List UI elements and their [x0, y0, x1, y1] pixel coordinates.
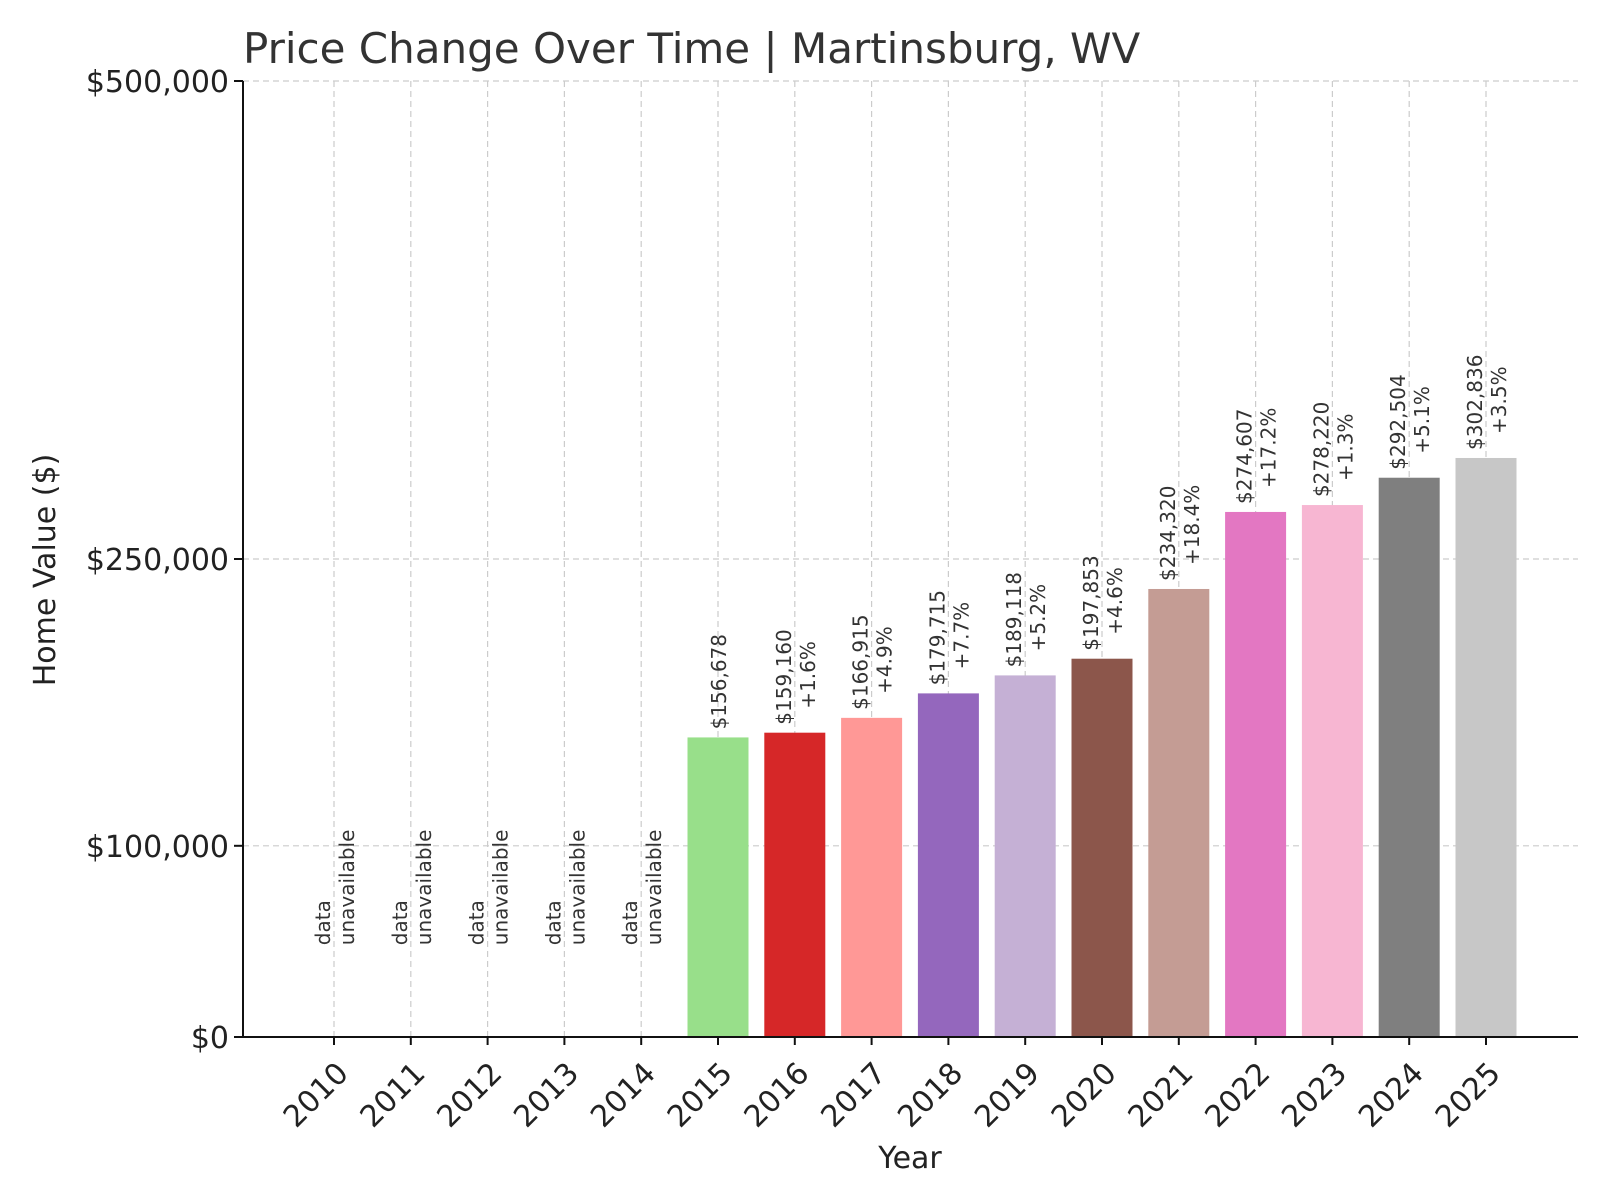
x-axis-title: Year [877, 1141, 942, 1176]
missing-data-label: data [541, 900, 565, 945]
x-tick-label: 2010 [277, 1056, 356, 1135]
value-label: $292,504 [1386, 374, 1410, 469]
bar [1225, 511, 1287, 1037]
x-tick-labels: 2010201120122013201420152016201720182019… [277, 1037, 1508, 1135]
x-tick-label: 2011 [354, 1056, 433, 1135]
missing-data-label: data [465, 900, 489, 945]
change-label: +4.9% [873, 626, 897, 694]
missing-data-label: unavailable [412, 830, 436, 946]
bar [994, 675, 1056, 1037]
x-tick-label: 2015 [661, 1056, 740, 1135]
change-label: +3.5% [1487, 366, 1511, 434]
x-tick-label: 2018 [891, 1056, 970, 1135]
x-tick-label: 2022 [1199, 1056, 1278, 1135]
change-label: +1.3% [1333, 413, 1357, 481]
x-tick-label: 2025 [1429, 1056, 1508, 1135]
value-label: $302,836 [1463, 355, 1487, 450]
bar [1071, 658, 1133, 1037]
y-axis-title: Home Value ($) [28, 454, 63, 687]
data-labels: data unavailable data unavailable data unavai… [311, 355, 1511, 946]
x-tick-label: 2020 [1045, 1056, 1124, 1135]
x-tick-label: 2024 [1352, 1056, 1431, 1135]
missing-data-label: data [311, 900, 335, 945]
missing-data-label: unavailable [489, 830, 513, 946]
change-label: +1.6% [796, 641, 820, 709]
y-tick-labels: $0 $100,000 $250,000 $500,000 [86, 65, 243, 1056]
change-label: +4.6% [1103, 567, 1127, 635]
value-label: $234,320 [1156, 486, 1180, 581]
chart-title: Price Change Over Time | Martinsburg, WV [243, 24, 1141, 73]
value-label: $278,220 [1309, 402, 1333, 497]
x-tick-label: 2012 [431, 1056, 510, 1135]
x-tick-label: 2021 [1122, 1056, 1201, 1135]
x-tick-label: 2019 [968, 1056, 1047, 1135]
y-tick-label: $0 [191, 1021, 229, 1056]
change-label: +17.2% [1257, 408, 1281, 488]
bar [1148, 588, 1210, 1037]
value-label: $179,715 [925, 590, 949, 685]
y-tick-label: $100,000 [86, 830, 229, 865]
bar [841, 717, 903, 1037]
missing-data-label: unavailable [335, 830, 359, 946]
change-label: +5.2% [1026, 584, 1050, 652]
bar [1378, 477, 1440, 1037]
change-label: +7.7% [949, 602, 973, 670]
value-label: $159,160 [772, 629, 796, 724]
missing-data-label: data [388, 900, 412, 945]
y-tick-label: $250,000 [86, 543, 229, 578]
x-tick-label: 2016 [738, 1056, 817, 1135]
change-label: +18.4% [1180, 485, 1204, 565]
missing-data-label: data [618, 900, 642, 945]
value-label: $189,118 [1002, 572, 1026, 667]
x-tick-label: 2013 [507, 1056, 586, 1135]
bar [687, 737, 749, 1037]
value-label: $156,678 [707, 634, 731, 729]
bars [687, 457, 1517, 1038]
missing-data-label: unavailable [565, 830, 589, 946]
y-tick-label: $500,000 [86, 65, 229, 100]
bar [1455, 457, 1517, 1038]
bar [1301, 505, 1363, 1038]
bar [917, 693, 979, 1037]
x-tick-label: 2023 [1275, 1056, 1354, 1135]
missing-data-label: unavailable [642, 830, 666, 946]
value-label: $197,853 [1079, 555, 1103, 650]
change-label: +5.1% [1410, 386, 1434, 454]
bar [764, 732, 826, 1037]
gridlines [243, 80, 1578, 1037]
value-label: $166,915 [849, 614, 873, 709]
x-tick-label: 2014 [584, 1056, 663, 1135]
x-tick-label: 2017 [815, 1056, 894, 1135]
value-label: $274,607 [1233, 409, 1257, 504]
